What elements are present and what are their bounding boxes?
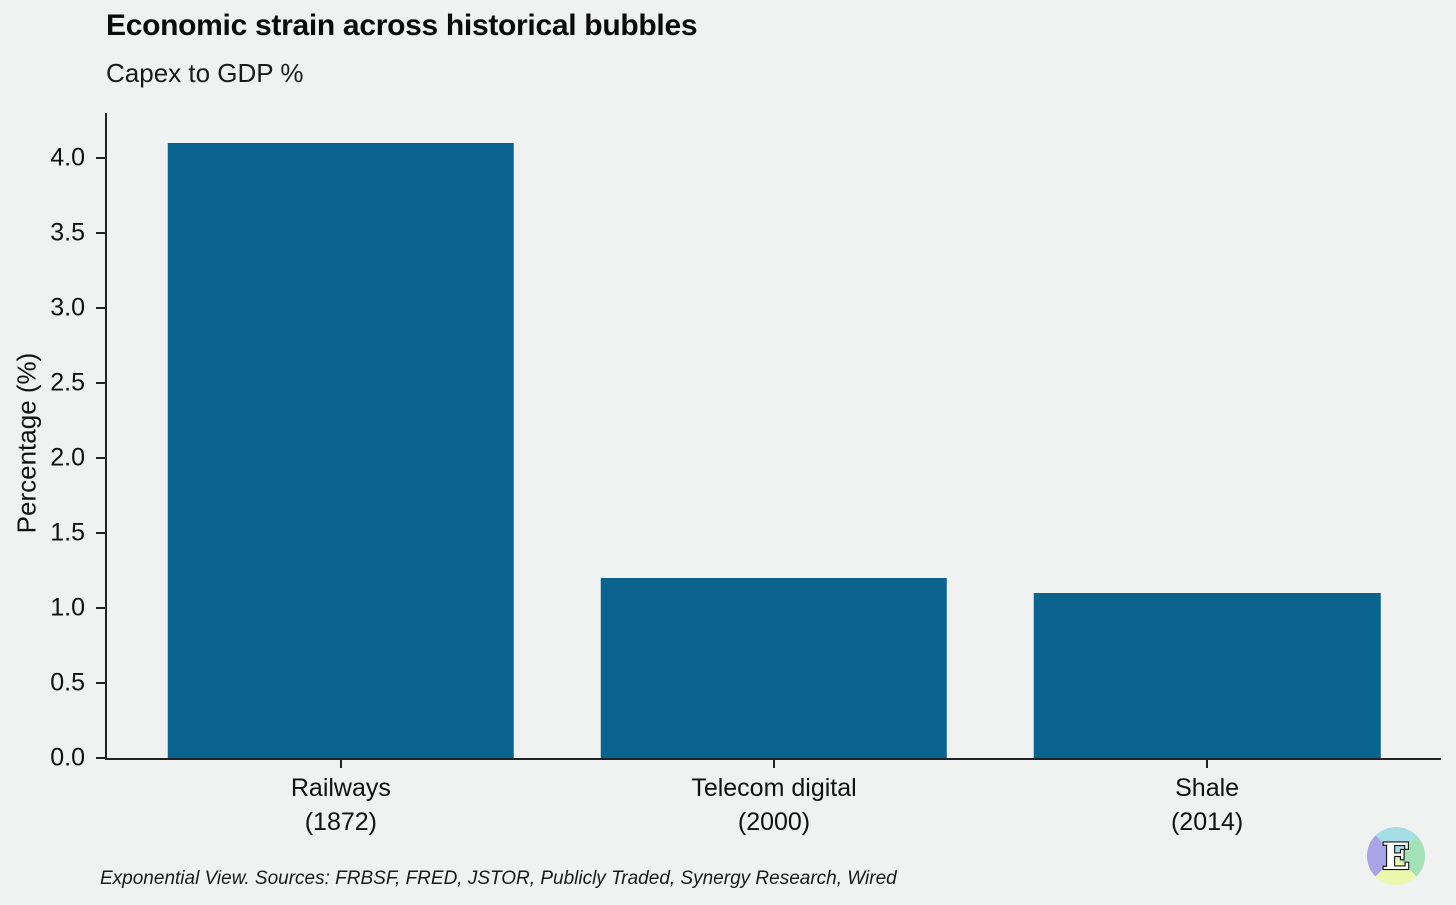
y-tick-label: 2.5 xyxy=(50,368,85,397)
y-tick-mark xyxy=(96,157,105,159)
y-tick-mark xyxy=(96,307,105,309)
y-tick-label: 3.0 xyxy=(50,293,85,322)
y-tick-label: 2.0 xyxy=(50,443,85,472)
x-tick-label: Shale (2014) xyxy=(1170,774,1244,836)
y-tick-label: 0.5 xyxy=(50,668,85,697)
y-tick-label: 0.0 xyxy=(50,743,85,772)
y-tick-mark xyxy=(96,532,105,534)
y-tick-label: 3.5 xyxy=(50,218,85,247)
logo-quadrant-right xyxy=(1396,835,1425,877)
plot-area: 0.0 0.5 1.0 1.5 2.0 2.5 3.0 3.5 4.0 Railways (187… xyxy=(50,113,1441,836)
logo-quadrant-left xyxy=(1367,835,1396,877)
x-tick-mark xyxy=(339,758,342,768)
x-tick-label: Telecom digital (2000) xyxy=(691,774,857,836)
source-attribution: Exponential View. Sources: FRBSF, FRED, … xyxy=(100,868,897,889)
chart-title: Economic strain across historical bubble… xyxy=(106,9,698,42)
y-tick-label: 4.0 xyxy=(50,143,85,172)
bar-shale xyxy=(1033,593,1381,758)
x-tick-label: Railways (1872) xyxy=(290,774,391,836)
x-tick-mark xyxy=(773,758,775,768)
exponential-view-logo: E xyxy=(1367,827,1425,885)
bar-railways xyxy=(167,143,515,758)
x-tick-mark xyxy=(1206,758,1209,768)
chart-subtitle: Capex to GDP % xyxy=(106,58,304,88)
y-tick-mark xyxy=(96,457,105,459)
y-tick-mark xyxy=(96,757,105,759)
y-tick-mark xyxy=(96,232,105,234)
y-tick-mark xyxy=(96,382,105,384)
logo-quadrant-top xyxy=(1375,827,1417,856)
bar-telecom-digital xyxy=(600,578,948,758)
y-tick-label: 1.0 xyxy=(50,593,85,622)
logo-letter: E xyxy=(1382,835,1410,878)
y-tick-mark xyxy=(96,682,105,684)
logo-quadrant-bottom xyxy=(1375,856,1417,885)
y-tick-mark xyxy=(96,607,105,609)
y-tick-label: 1.5 xyxy=(50,518,85,547)
